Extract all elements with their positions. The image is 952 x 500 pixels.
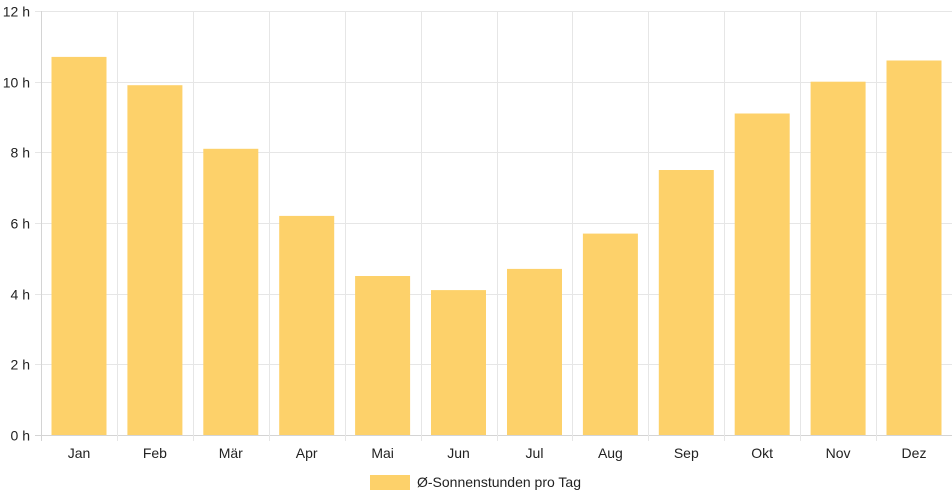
x-tick-label: Apr xyxy=(296,445,318,461)
bar-feb[interactable] xyxy=(127,85,183,435)
x-tick-label: Mai xyxy=(371,445,394,461)
bar-jul[interactable] xyxy=(507,268,562,435)
grid-lines xyxy=(35,11,952,441)
x-tick-label: Feb xyxy=(143,445,167,461)
y-tick-label: 0 h xyxy=(11,428,30,444)
bar-sep[interactable] xyxy=(658,170,714,435)
bar-apr[interactable] xyxy=(279,215,335,435)
y-tick-label: 8 h xyxy=(11,145,30,161)
x-tick-label: Jul xyxy=(526,445,544,461)
bar-jan[interactable] xyxy=(51,56,107,436)
bar-series xyxy=(51,56,942,436)
y-tick-label: 12 h xyxy=(3,4,30,20)
x-tick-label: Sep xyxy=(674,445,699,461)
x-tick-label: Dez xyxy=(902,445,927,461)
bar-dez[interactable] xyxy=(886,60,942,436)
x-tick-label: Jun xyxy=(447,445,470,461)
bar-okt[interactable] xyxy=(734,113,790,436)
legend[interactable]: Ø-Sonnenstunden pro Tag xyxy=(370,474,581,490)
y-tick-label: 4 h xyxy=(11,287,30,303)
x-tick-label: Aug xyxy=(598,445,623,461)
x-tick-label: Jan xyxy=(68,445,91,461)
x-tick-label: Nov xyxy=(826,445,851,461)
bar-nov[interactable] xyxy=(810,81,866,435)
y-tick-label: 10 h xyxy=(3,75,30,91)
legend-swatch xyxy=(370,475,410,490)
y-tick-label: 6 h xyxy=(11,216,30,232)
legend-label: Ø-Sonnenstunden pro Tag xyxy=(417,474,581,490)
x-tick-label: Mär xyxy=(219,445,243,461)
bar-aug[interactable] xyxy=(582,233,638,435)
x-axis-tick-labels: Jan Feb Mär Apr Mai Jun Jul Aug Sep Okt Nov Dez xyxy=(68,445,927,461)
x-tick-label: Okt xyxy=(751,445,773,461)
bar-jun[interactable] xyxy=(431,290,486,435)
y-tick-label: 2 h xyxy=(11,357,30,373)
bar-mär[interactable] xyxy=(203,148,259,436)
bar-mai[interactable] xyxy=(355,276,411,435)
y-axis-tick-labels: 0 h 2 h 4 h 6 h 8 h 10 h 12 h xyxy=(3,4,30,444)
